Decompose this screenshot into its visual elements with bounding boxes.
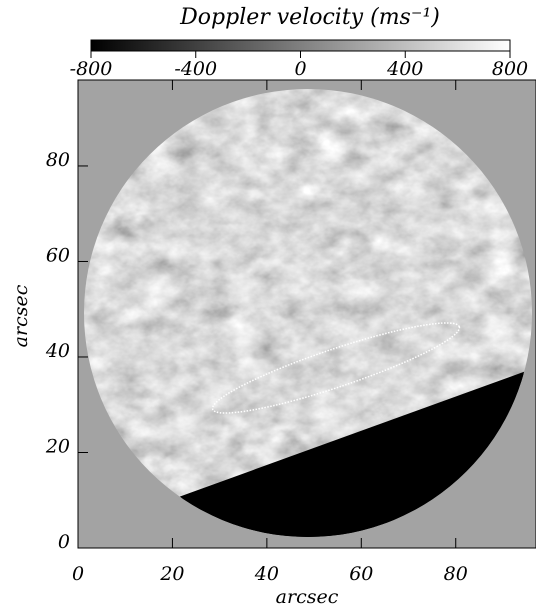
y-axis-label: arcsec [10, 284, 32, 347]
colorbar-tick-label: 400 [386, 58, 423, 80]
x-tick-label: 80 [444, 563, 468, 585]
y-tick-label: 0 [58, 531, 70, 553]
chart: Doppler velocity (ms⁻¹) arcsec arcsec 0 2… [0, 0, 536, 610]
x-axis-label: arcsec [276, 586, 339, 608]
x-tick-label: 20 [159, 563, 184, 585]
colorbar [91, 40, 510, 51]
colorbar-tick-label: 0 [294, 58, 306, 80]
x-tick-label: 60 [349, 563, 373, 585]
colorbar-tick-label: -800 [70, 58, 113, 80]
x-tick-label: 40 [254, 563, 279, 585]
y-tick-label: 60 [46, 244, 70, 266]
chart-title: Doppler velocity (ms⁻¹) [179, 5, 440, 30]
colorbar-tick-label: -400 [174, 58, 217, 80]
colorbar-tick-label: 800 [492, 58, 528, 80]
y-tick-label: 80 [46, 149, 70, 171]
y-tick-label: 40 [45, 340, 70, 362]
x-tick-label: 0 [72, 563, 84, 585]
y-tick-label: 20 [45, 435, 70, 457]
